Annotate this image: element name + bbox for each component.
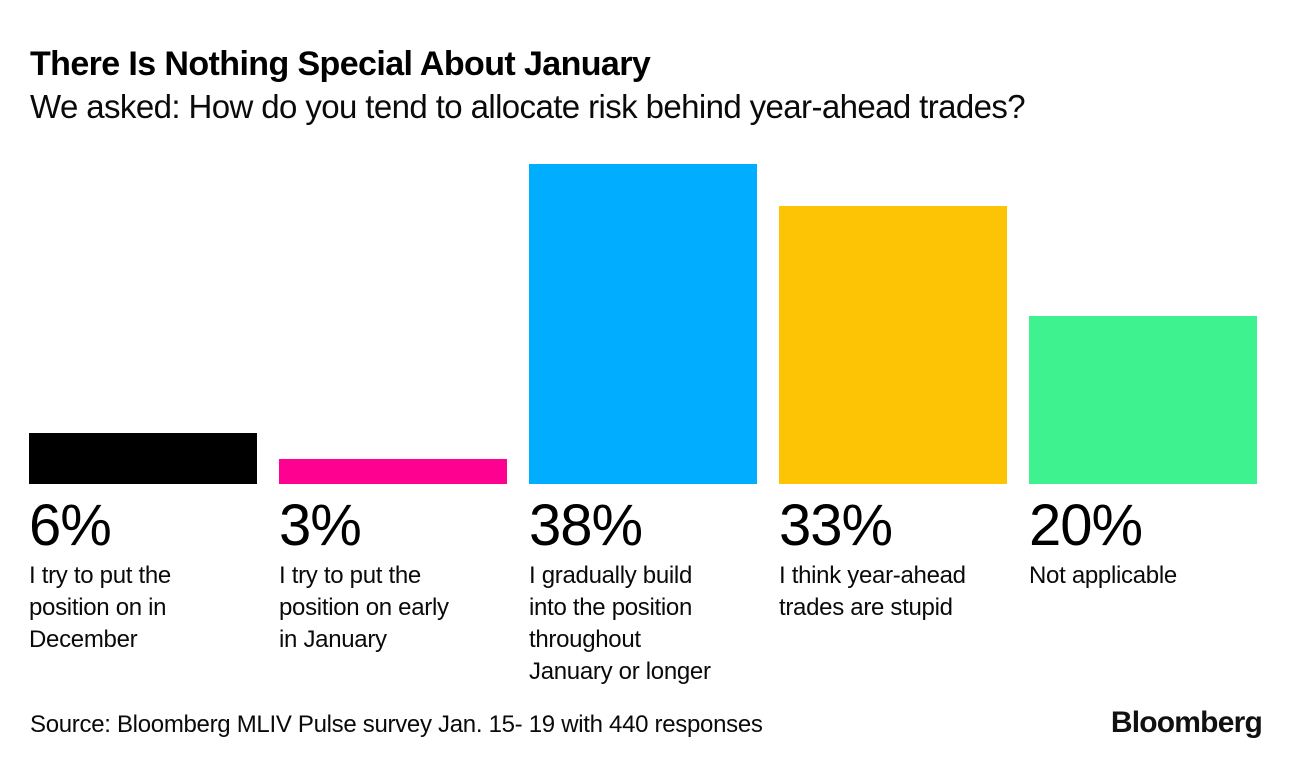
bar <box>29 433 257 484</box>
bar-area <box>279 164 507 484</box>
chart-column: 6% I try to put the position on in Decemb… <box>29 164 257 688</box>
source-note: Source: Bloomberg MLIV Pulse survey Jan.… <box>30 711 763 738</box>
bar-area <box>29 164 257 484</box>
bar <box>279 459 507 484</box>
value-label: 3% <box>279 493 362 558</box>
category-label: I try to put the position on early in Ja… <box>279 562 449 653</box>
category-label: I gradually build into the position thro… <box>529 562 711 685</box>
chart-column: 3% I try to put the position on early in … <box>279 164 507 688</box>
category-label: Not applicable <box>1029 562 1177 589</box>
chart-footer: Source: Bloomberg MLIV Pulse survey Jan.… <box>30 706 1263 740</box>
chart-subtitle: We asked: How do you tend to allocate ri… <box>30 88 1026 125</box>
bar-area <box>779 164 1007 484</box>
bar-area <box>1029 164 1257 484</box>
bar-area <box>529 164 757 484</box>
value-label: 33% <box>779 493 893 558</box>
chart-column: 33% I think year-ahead trades are stupid <box>779 164 1007 688</box>
bar <box>1029 316 1257 484</box>
chart-column: 20% Not applicable <box>1029 164 1257 688</box>
category-label: I think year-ahead trades are stupid <box>779 562 966 621</box>
value-label: 38% <box>529 493 643 558</box>
chart-title: There Is Nothing Special About January <box>30 45 651 83</box>
chart-header: There Is Nothing Special About January W… <box>30 44 1026 127</box>
bar-chart: 6% I try to put the position on in Decemb… <box>29 164 1257 688</box>
bar <box>779 206 1007 484</box>
bar <box>529 164 757 484</box>
bloomberg-logo: Bloomberg <box>1110 706 1263 739</box>
value-label: 6% <box>29 493 112 558</box>
chart-column: 38% I gradually build into the position t… <box>529 164 757 688</box>
value-label: 20% <box>1029 493 1143 558</box>
category-label: I try to put the position on in December <box>29 562 171 653</box>
